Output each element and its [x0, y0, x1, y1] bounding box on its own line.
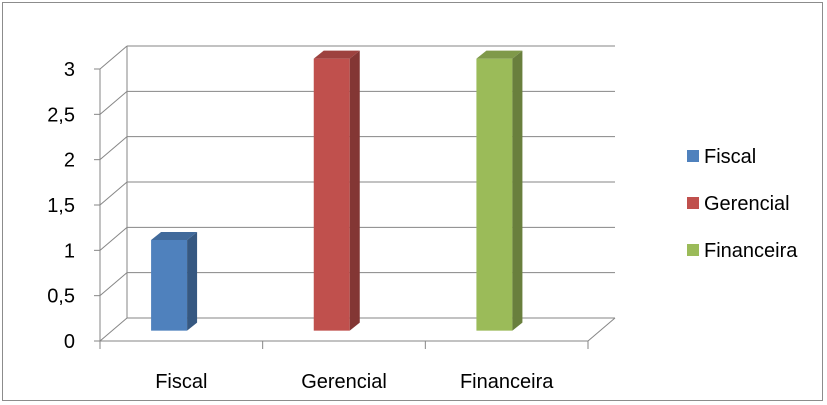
bar-gerencial-top	[313, 50, 360, 59]
gridline-depth-3	[99, 181, 128, 206]
x-tick-label-0: Fiscal	[155, 371, 207, 393]
x-tick-label-2: Financeira	[460, 371, 554, 393]
y-tick-label-6: 3	[64, 59, 75, 81]
gridline-depth-5	[99, 90, 128, 115]
bar-fiscal-top	[151, 231, 198, 240]
gridline-depth-4	[99, 136, 128, 161]
legend-swatch-gerencial	[687, 197, 699, 209]
chart-plot: 0 0,5 1 1,5 2 2,5 3 Fiscal Gerencial Financeira Fi…	[47, 45, 798, 393]
y-tick-label-4: 2	[64, 150, 75, 172]
y-tick-label-3: 1,5	[47, 195, 75, 217]
y-tick-label-0: 0	[64, 331, 75, 353]
bar-fiscal-front	[151, 239, 188, 331]
gridline-depth-1	[99, 272, 128, 297]
legend-swatch-fiscal	[687, 150, 699, 162]
legend-label-fiscal: Fiscal	[704, 146, 756, 168]
y-tick-label-1: 0,5	[47, 286, 75, 308]
floor-right-edge	[587, 317, 616, 342]
legend-label-gerencial: Gerencial	[704, 193, 790, 215]
gridline-depth-0	[99, 317, 128, 342]
legend-swatch-financeira	[687, 244, 699, 256]
gridline-depth-2	[99, 226, 128, 251]
y-tick-label-2: 1	[64, 240, 75, 262]
x-tick-label-1: Gerencial	[301, 371, 387, 393]
bar-financeira-side	[512, 50, 523, 331]
y-tick-label-5: 2,5	[47, 104, 75, 126]
bar-fiscal-side	[187, 231, 198, 331]
legend-label-financeira: Financeira	[704, 240, 798, 262]
bar-financeira-front	[476, 58, 513, 331]
bar-gerencial-front	[313, 58, 350, 331]
gridline-depth-6	[99, 45, 128, 70]
chart-frame: 0 0,5 1 1,5 2 2,5 3 Fiscal Gerencial Financeira Fi…	[2, 2, 823, 401]
bar-gerencial-side	[349, 50, 360, 331]
bar-financeira-top	[476, 50, 523, 59]
